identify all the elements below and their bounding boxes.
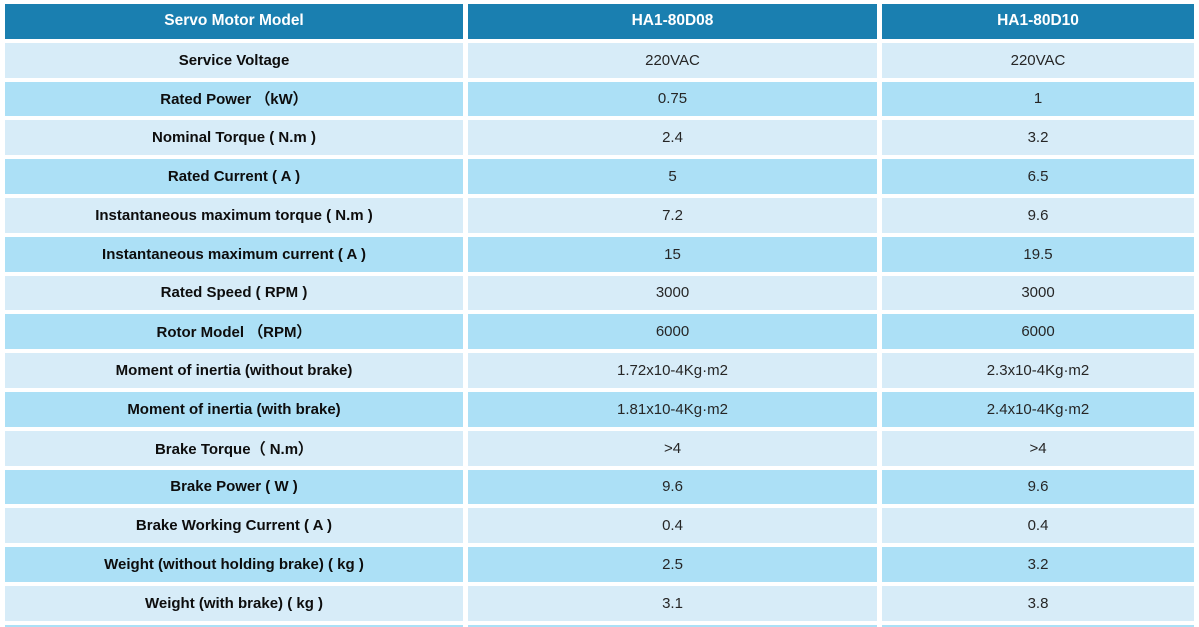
spec-value [882, 624, 1194, 627]
spec-value: 9.6 [882, 469, 1194, 505]
spec-value: 220VAC [882, 42, 1194, 78]
spec-label [5, 624, 463, 627]
spec-label: Rated Speed ( RPM ) [5, 275, 463, 311]
column-header-ha1-80d10: HA1-80D10 [882, 4, 1194, 39]
spec-label: Weight (with brake) ( kg ) [5, 585, 463, 621]
column-header-model: Servo Motor Model [5, 4, 463, 39]
spec-value: 6000 [468, 314, 877, 350]
spec-value: 2.4 [468, 120, 877, 156]
spec-value [468, 624, 877, 627]
spec-value: 220VAC [468, 42, 877, 78]
spec-label: Rotor Model （RPM） [5, 314, 463, 350]
spec-value: 2.4x10-4Kg·m2 [882, 391, 1194, 427]
spec-value: 1.72x10-4Kg·m2 [468, 353, 877, 388]
table-header-row: Servo Motor Model HA1-80D08 HA1-80D10 [5, 4, 1194, 39]
table-row-brake-torque: Brake Torque（ N.m） >4 >4 [5, 430, 1194, 466]
spec-value: 1.81x10-4Kg·m2 [468, 391, 877, 427]
table-row-rated-current: Rated Current ( A ) 5 6.5 [5, 159, 1194, 194]
spec-label: Rated Current ( A ) [5, 159, 463, 194]
spec-value: >4 [468, 430, 877, 466]
spec-value: 9.6 [882, 197, 1194, 233]
spec-label: Instantaneous maximum torque ( N.m ) [5, 197, 463, 233]
table-row-inertia-without-brake: Moment of inertia (without brake) 1.72x1… [5, 353, 1194, 388]
table-row-inertia-with-brake: Moment of inertia (with brake) 1.81x10-4… [5, 391, 1194, 427]
spec-value: 0.75 [468, 81, 877, 117]
spec-label: Weight (without holding brake) ( kg ) [5, 547, 463, 582]
spec-label: Brake Power ( W ) [5, 469, 463, 505]
spec-value: 0.4 [468, 508, 877, 544]
spec-label: Service Voltage [5, 42, 463, 78]
spec-value: 3.8 [882, 585, 1194, 621]
spec-value: 3.2 [882, 547, 1194, 582]
table-row-nominal-torque: Nominal Torque ( N.m ) 2.4 3.2 [5, 120, 1194, 156]
table-row-partial-clipped [5, 624, 1194, 627]
spec-label: Brake Torque（ N.m） [5, 430, 463, 466]
table-row-service-voltage: Service Voltage 220VAC 220VAC [5, 42, 1194, 78]
table-row-brake-working-current: Brake Working Current ( A ) 0.4 0.4 [5, 508, 1194, 544]
table-row-rotor-model: Rotor Model （RPM） 6000 6000 [5, 314, 1194, 350]
spec-value: 7.2 [468, 197, 877, 233]
spec-label: Moment of inertia (with brake) [5, 391, 463, 427]
spec-value: 1 [882, 81, 1194, 117]
spec-value: 9.6 [468, 469, 877, 505]
column-header-ha1-80d08: HA1-80D08 [468, 4, 877, 39]
table-row-brake-power: Brake Power ( W ) 9.6 9.6 [5, 469, 1194, 505]
table-row-weight-without-brake: Weight (without holding brake) ( kg ) 2.… [5, 547, 1194, 582]
spec-value: 6000 [882, 314, 1194, 350]
spec-value: 3000 [468, 275, 877, 311]
spec-value: 3.2 [882, 120, 1194, 156]
table-row-weight-with-brake: Weight (with brake) ( kg ) 3.1 3.8 [5, 585, 1194, 621]
spec-value: 6.5 [882, 159, 1194, 194]
spec-label: Brake Working Current ( A ) [5, 508, 463, 544]
spec-value: 5 [468, 159, 877, 194]
spec-value: 15 [468, 236, 877, 272]
spec-label: Rated Power （kW） [5, 81, 463, 117]
spec-label: Nominal Torque ( N.m ) [5, 120, 463, 156]
spec-value: 3000 [882, 275, 1194, 311]
spec-value: 2.5 [468, 547, 877, 582]
table-row-rated-speed: Rated Speed ( RPM ) 3000 3000 [5, 275, 1194, 311]
spec-value: 3.1 [468, 585, 877, 621]
table-row-rated-power: Rated Power （kW） 0.75 1 [5, 81, 1194, 117]
table-row-instantaneous-max-current: Instantaneous maximum current ( A ) 15 1… [5, 236, 1194, 272]
spec-value: 2.3x10-4Kg·m2 [882, 353, 1194, 388]
table-row-instantaneous-max-torque: Instantaneous maximum torque ( N.m ) 7.2… [5, 197, 1194, 233]
spec-value: 19.5 [882, 236, 1194, 272]
spec-label: Moment of inertia (without brake) [5, 353, 463, 388]
spec-value: 0.4 [882, 508, 1194, 544]
spec-value: >4 [882, 430, 1194, 466]
spec-label: Instantaneous maximum current ( A ) [5, 236, 463, 272]
